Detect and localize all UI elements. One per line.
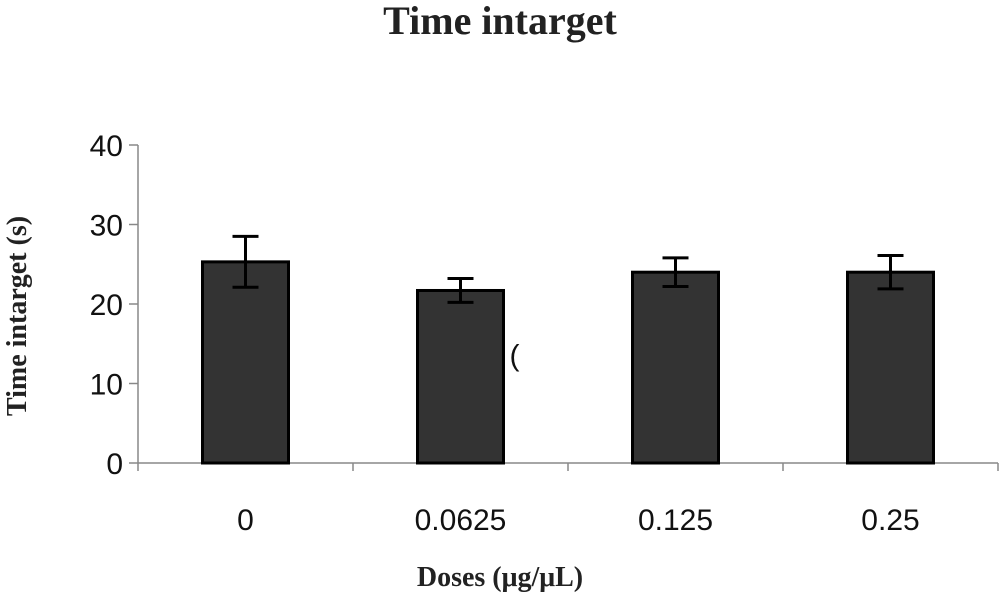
bar-1: [416, 288, 505, 465]
bar-0: [201, 260, 290, 465]
x-axis-label: Doses (μg/μL): [417, 562, 583, 593]
plot-area: 0 10 20 30 40 0 0.0625 0.125 0.25 (: [90, 130, 999, 537]
bar-3: [846, 270, 935, 465]
y-tick-label: 0: [106, 448, 123, 481]
y-tick-label: 40: [90, 130, 123, 163]
x-tick-label-1: 0.0625: [415, 504, 507, 537]
y-tick-label: 10: [90, 369, 123, 402]
annotation-0: (: [510, 340, 520, 373]
x-tick-label-2: 0.125: [638, 504, 713, 537]
y-axis-label: Time intarget (s): [2, 216, 33, 416]
x-tick-label-3: 0.25: [861, 504, 919, 537]
bar-2: [631, 270, 720, 465]
y-tick-label: 20: [90, 289, 123, 322]
chart-title: Time intarget: [383, 0, 617, 43]
x-tick-label-0: 0: [237, 504, 254, 537]
y-tick-label: 30: [90, 210, 123, 243]
